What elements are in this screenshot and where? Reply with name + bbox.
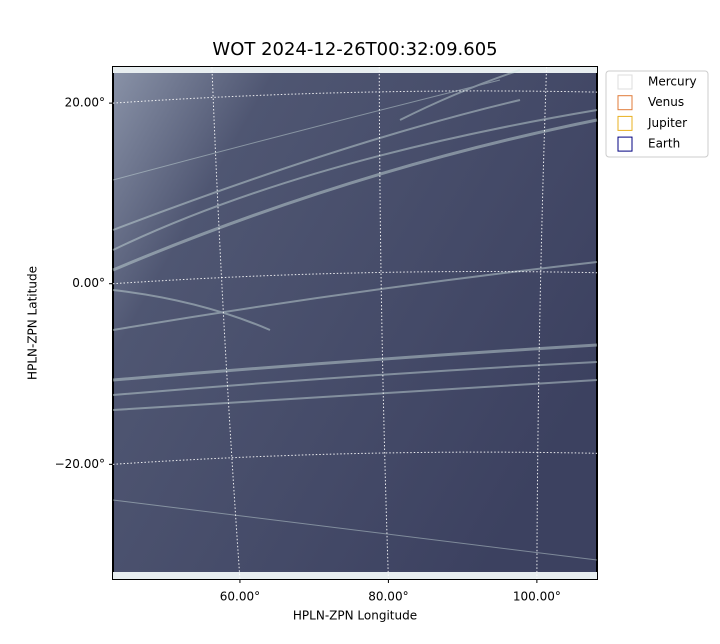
x-axis-label: HPLN-ZPN Longitude: [293, 609, 417, 623]
legend-swatch: [617, 115, 633, 131]
y-tick-label: 0.00°: [72, 276, 105, 290]
grid-line: [536, 66, 548, 580]
legend-swatch: [617, 95, 633, 111]
sky-image: [112, 66, 598, 580]
legend-swatch: [617, 136, 633, 152]
legend-label: Venus: [648, 95, 684, 109]
legend-label: Jupiter: [647, 116, 687, 130]
y-tick-label: −20.00°: [55, 457, 105, 471]
x-tick-label: 100.00°: [513, 590, 561, 604]
x-tick-label: 80.00°: [368, 590, 408, 604]
y-axis-label: HPLN-ZPN Latitude: [26, 266, 40, 380]
grid-line: [378, 66, 389, 580]
legend-swatch: [617, 74, 633, 90]
legend: [605, 70, 709, 158]
x-tick-label: 60.00°: [220, 590, 260, 604]
chart-title: WOT 2024-12-26T00:32:09.605: [212, 39, 497, 60]
grid-line: [112, 451, 598, 465]
grid-line: [211, 66, 241, 580]
y-tick-label: 20.00°: [65, 96, 105, 110]
grid-line: [112, 271, 598, 285]
grid-line: [112, 90, 598, 104]
legend-label: Mercury: [648, 75, 697, 89]
legend-label: Earth: [648, 137, 680, 151]
